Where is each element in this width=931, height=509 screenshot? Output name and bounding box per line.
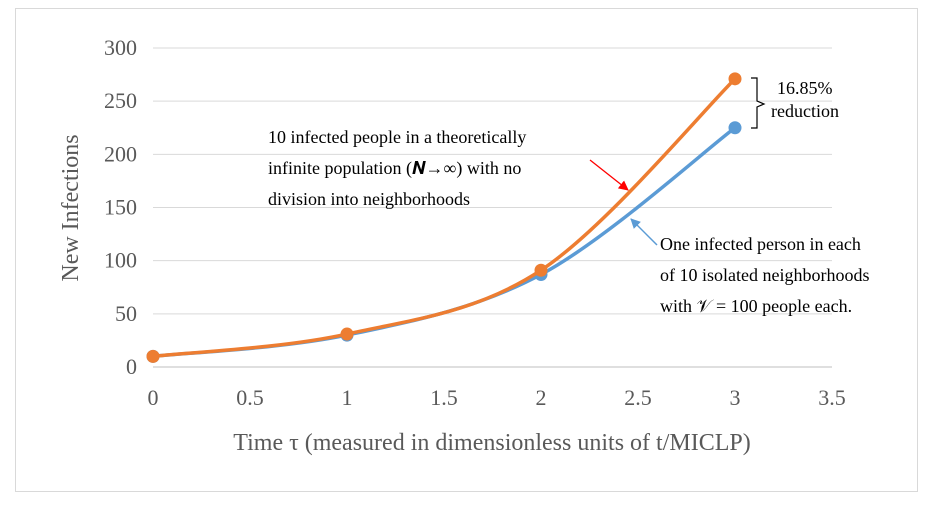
orange-annotation-line-3: division into neighborhoods [268,189,470,209]
reduction-label: reduction [771,101,839,121]
blue-annotation-line-3: with 𝒱 = 100 people each. [660,296,852,316]
data-point-orange-3 [728,72,742,86]
reduction-brace [751,77,766,129]
y-tick-label-5: 250 [104,88,137,113]
y-tick-label-0: 0 [126,354,137,379]
x-tick-label-5: 2.5 [624,385,652,410]
data-point-blue-3 [728,121,742,135]
data-point-orange-1 [340,327,354,341]
y-tick-label-4: 200 [104,141,137,166]
tick-labels: 0 50 100 150 200 250 300 0 0.5 1 1.5 2 2.5 3 3.5 [104,35,846,410]
orange-annotation-arrow [589,159,629,191]
x-tick-label-4: 2 [536,385,547,410]
y-tick-label-3: 150 [104,195,137,220]
gridlines [153,47,832,368]
x-axis-title: Time τ (measured in dimensionless units … [233,430,750,456]
x-tick-label-0: 0 [148,385,159,410]
orange-annotation: 10 infected people in a theoretically in… [268,127,531,209]
blue-annotation-arrow [630,218,658,246]
y-tick-label-1: 50 [115,301,137,326]
series-layer [146,72,742,363]
blue-annotation-line-1: One infected person in each [660,234,861,254]
y-axis-title: New Infections [58,134,84,281]
x-tick-label-2: 1 [342,385,353,410]
chart-frame [15,8,918,492]
series-line-orange [151,77,737,359]
data-point-orange-0 [146,349,160,363]
x-tick-label-7: 3.5 [818,385,846,410]
y-tick-label-2: 100 [104,248,137,273]
blue-annotation: One infected person in each of 10 isolat… [660,234,874,316]
x-tick-label-6: 3 [730,385,741,410]
orange-annotation-line-1: 10 infected people in a theoretically [268,127,526,147]
x-tick-label-3: 1.5 [430,385,458,410]
reduction-percent: 16.85% [777,78,833,98]
blue-annotation-line-2: of 10 isolated neighborhoods [660,265,869,285]
orange-annotation-line-2: infinite population (𝑵→∞) with no [268,158,521,179]
y-tick-label-6: 300 [104,35,137,60]
x-tick-label-1: 0.5 [236,385,264,410]
data-point-orange-2 [534,263,548,277]
